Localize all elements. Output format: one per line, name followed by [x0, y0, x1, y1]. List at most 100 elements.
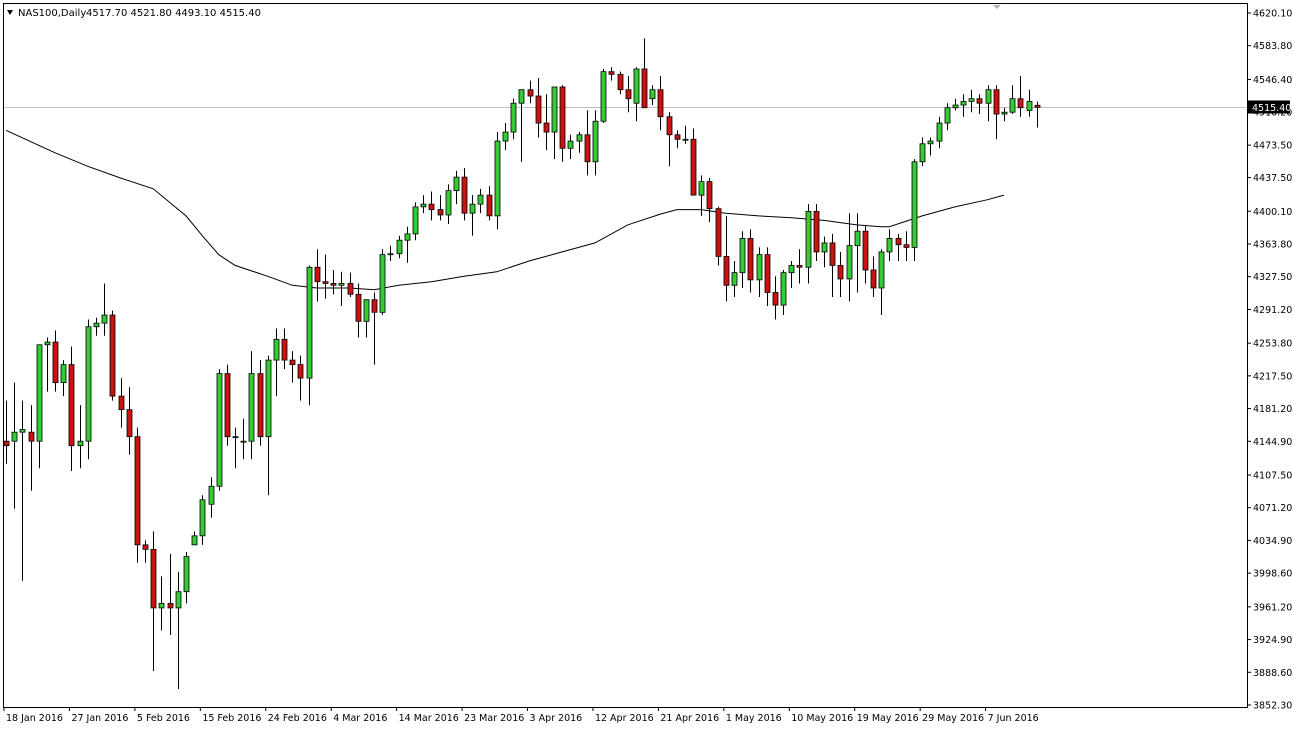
candle[interactable] — [698, 175, 705, 216]
candle[interactable] — [396, 235, 403, 259]
candle[interactable] — [625, 76, 632, 113]
candle[interactable] — [134, 427, 141, 563]
candle[interactable] — [641, 38, 648, 109]
candle[interactable] — [576, 132, 583, 153]
candle[interactable] — [764, 247, 771, 307]
candle[interactable] — [306, 265, 313, 406]
candle[interactable] — [289, 351, 296, 383]
candle[interactable] — [338, 271, 345, 307]
candle[interactable] — [903, 231, 910, 261]
candle[interactable] — [608, 67, 615, 81]
candle[interactable] — [854, 213, 861, 293]
candle[interactable] — [870, 256, 877, 297]
candle[interactable] — [44, 337, 51, 392]
candle[interactable] — [829, 233, 836, 297]
candle[interactable] — [510, 98, 517, 140]
candle[interactable] — [993, 85, 1000, 140]
candle[interactable] — [85, 319, 92, 460]
candle[interactable] — [944, 103, 951, 131]
candle[interactable] — [142, 540, 149, 563]
candle[interactable] — [265, 355, 272, 496]
candle[interactable] — [68, 346, 75, 471]
candle[interactable] — [567, 134, 574, 160]
candle[interactable] — [985, 85, 992, 122]
candle[interactable] — [208, 477, 215, 518]
candle[interactable] — [257, 360, 264, 446]
candle[interactable] — [723, 215, 730, 302]
candle[interactable] — [674, 130, 681, 149]
candle[interactable] — [543, 94, 550, 151]
candle[interactable] — [846, 213, 853, 302]
candle[interactable] — [93, 317, 100, 336]
candle[interactable] — [878, 249, 885, 316]
candle[interactable] — [756, 247, 763, 297]
candle[interactable] — [739, 231, 746, 288]
candle[interactable] — [657, 76, 664, 131]
candle[interactable] — [502, 123, 509, 151]
candle[interactable] — [600, 68, 607, 124]
candle[interactable] — [731, 260, 738, 297]
candle[interactable] — [412, 202, 419, 241]
candle[interactable] — [666, 112, 673, 167]
candle[interactable] — [52, 330, 59, 392]
candle[interactable] — [952, 98, 959, 111]
candle[interactable] — [224, 364, 231, 446]
candle[interactable] — [175, 571, 182, 690]
candle[interactable] — [821, 236, 828, 268]
candle[interactable] — [420, 195, 427, 214]
candle[interactable] — [36, 344, 43, 469]
candle[interactable] — [126, 387, 133, 455]
candle[interactable] — [60, 360, 67, 397]
candle[interactable] — [347, 272, 354, 297]
candle[interactable] — [363, 299, 370, 338]
candle[interactable] — [968, 89, 975, 113]
candle[interactable] — [805, 204, 812, 284]
candle[interactable] — [772, 276, 779, 320]
candle[interactable] — [77, 405, 84, 469]
candle[interactable] — [919, 137, 926, 167]
candle[interactable] — [747, 229, 754, 293]
triangle-down-icon[interactable] — [7, 10, 13, 15]
candle[interactable] — [118, 378, 125, 428]
candle[interactable] — [28, 405, 35, 491]
candle[interactable] — [240, 418, 247, 460]
candle[interactable] — [584, 110, 591, 176]
candle[interactable] — [281, 328, 288, 370]
candle[interactable] — [232, 427, 239, 469]
candle[interactable] — [936, 116, 943, 149]
candle[interactable] — [273, 328, 280, 397]
candle[interactable] — [633, 67, 640, 122]
candle[interactable] — [437, 195, 444, 221]
candle[interactable] — [355, 283, 362, 338]
candle[interactable] — [387, 245, 394, 261]
candle[interactable] — [518, 89, 525, 162]
candle[interactable] — [330, 269, 337, 295]
candle[interactable] — [11, 382, 18, 509]
candle[interactable] — [477, 188, 484, 214]
candle[interactable] — [1026, 89, 1033, 117]
candle[interactable] — [559, 85, 566, 162]
candle[interactable] — [895, 233, 902, 261]
candle[interactable] — [1009, 85, 1016, 115]
candle[interactable] — [690, 128, 697, 196]
candle[interactable] — [248, 351, 255, 460]
candle[interactable] — [297, 355, 304, 401]
chart-shift-marker-icon[interactable] — [993, 5, 1001, 9]
candle[interactable] — [150, 531, 157, 672]
candle[interactable] — [216, 369, 223, 491]
candle[interactable] — [682, 125, 689, 144]
candle[interactable] — [494, 132, 501, 230]
candle[interactable] — [486, 186, 493, 221]
candle[interactable] — [886, 229, 893, 261]
candle[interactable] — [813, 204, 820, 261]
candle[interactable] — [960, 94, 967, 117]
candle[interactable] — [101, 283, 108, 336]
candle[interactable] — [527, 80, 534, 104]
candle[interactable] — [158, 576, 165, 631]
candle[interactable] — [617, 71, 624, 95]
candle[interactable] — [788, 260, 795, 288]
candle[interactable] — [551, 86, 558, 160]
candle[interactable] — [976, 94, 983, 115]
